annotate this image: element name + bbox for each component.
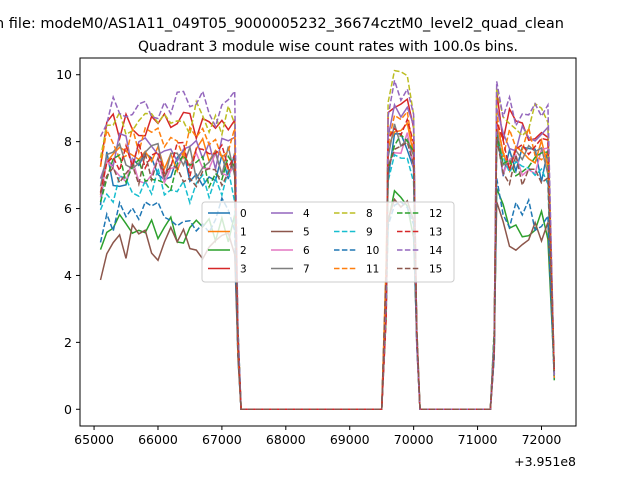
legend-label-14: 14 [429, 245, 443, 257]
y-tick-label: 4 [64, 268, 72, 283]
y-tick-label: 6 [64, 201, 72, 216]
x-tick-label: 72000 [522, 432, 562, 447]
legend-label-8: 8 [366, 208, 373, 220]
y-tick-label: 0 [64, 402, 72, 417]
legend-label-7: 7 [303, 263, 310, 275]
legend-label-5: 5 [303, 226, 310, 238]
legend-label-12: 12 [429, 208, 442, 220]
plot-frame [79, 57, 577, 427]
legend-label-9: 9 [366, 226, 373, 238]
figure-suptitle: n file: modeM0/AS1A11_049T05_9000005232_… [0, 16, 564, 32]
x-tick-label: 68000 [266, 432, 306, 447]
x-tick-label: 66000 [138, 432, 178, 447]
x-tick-label: 67000 [202, 432, 242, 447]
legend-box [201, 201, 455, 283]
legend-label-15: 15 [429, 263, 442, 275]
y-tick-label: 2 [64, 335, 72, 350]
series-layer [99, 69, 556, 411]
legend-label-10: 10 [366, 245, 379, 257]
legend-label-6: 6 [303, 245, 310, 257]
x-tick-label: 65000 [74, 432, 114, 447]
legend-label-4: 4 [303, 208, 310, 220]
chart-title: Quadrant 3 module wise count rates with … [138, 39, 518, 55]
legend-label-11: 11 [366, 263, 379, 275]
legend-label-2: 2 [240, 245, 247, 257]
series-line-15 [99, 138, 556, 411]
x-tick-label: 70000 [394, 432, 434, 447]
legend-label-0: 0 [240, 208, 247, 220]
x-tick-label: 69000 [330, 432, 370, 447]
series-line-13 [99, 117, 556, 411]
legend-label-1: 1 [240, 226, 247, 238]
legend-label-3: 3 [240, 263, 247, 275]
y-tick-label: 8 [64, 134, 72, 149]
axis-layer: 65000 66000 67000 68000 69000 70000 71000 72000… [56, 67, 561, 447]
legend-label-13: 13 [429, 226, 442, 238]
y-tick-label: 10 [56, 67, 72, 82]
x-offset-label: +3.951e8 [514, 454, 576, 469]
x-tick-label: 71000 [458, 432, 498, 447]
